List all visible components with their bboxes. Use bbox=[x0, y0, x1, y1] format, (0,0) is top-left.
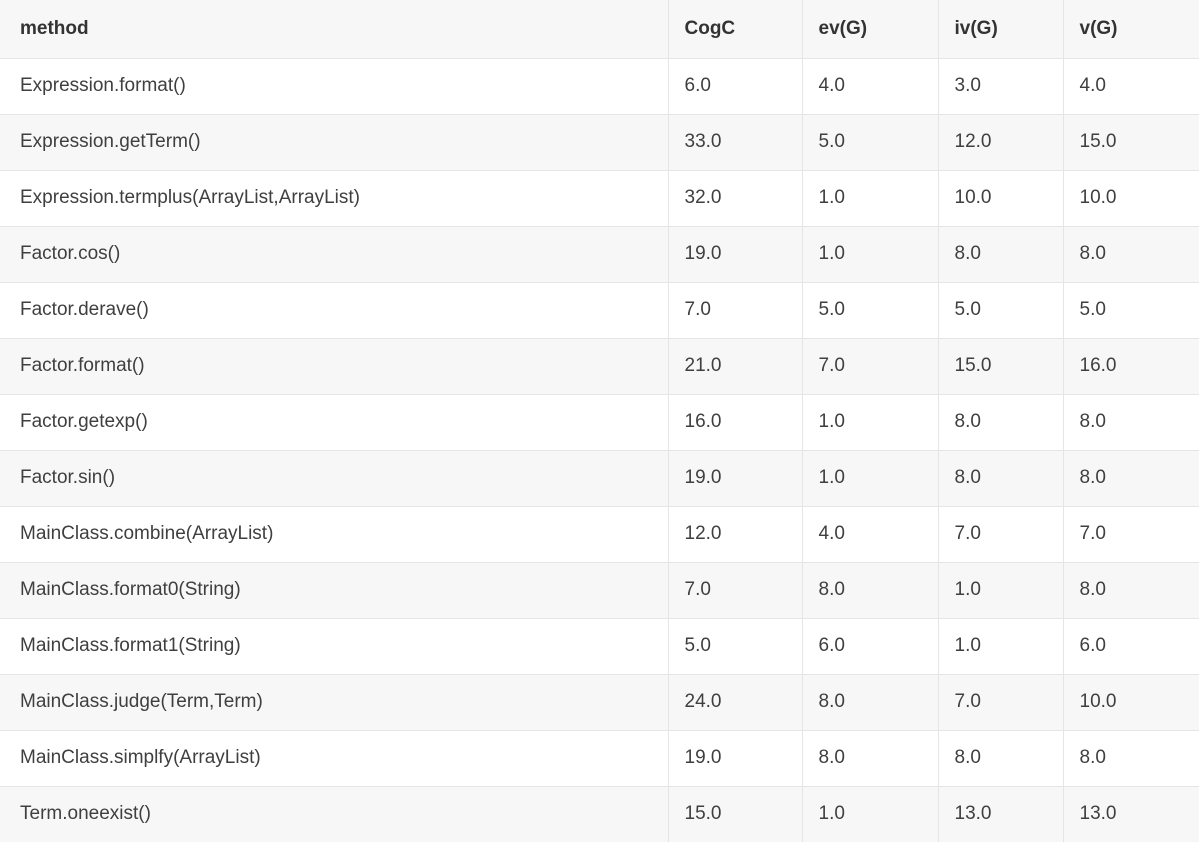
table-row: Expression.format() 6.0 4.0 3.0 4.0 bbox=[0, 57, 1199, 114]
value-cell: 8.0 bbox=[1063, 449, 1199, 506]
value-cell: 8.0 bbox=[802, 561, 939, 618]
value-cell: 16.0 bbox=[668, 393, 803, 450]
value-cell: 19.0 bbox=[668, 225, 803, 282]
value-cell: 8.0 bbox=[938, 225, 1064, 282]
table-row: Expression.termplus(ArrayList,ArrayList)… bbox=[0, 169, 1199, 226]
column-header-vg: v(G) bbox=[1063, 0, 1199, 58]
value-cell: 8.0 bbox=[938, 449, 1064, 506]
value-cell: 13.0 bbox=[1063, 785, 1199, 842]
table-row: MainClass.simplfy(ArrayList) 19.0 8.0 8.0 8.… bbox=[0, 729, 1199, 786]
table-row: Term.oneexist() 15.0 1.0 13.0 13.0 bbox=[0, 785, 1199, 842]
method-cell: Factor.cos() bbox=[0, 225, 669, 282]
column-header-ivg: iv(G) bbox=[938, 0, 1064, 58]
value-cell: 15.0 bbox=[938, 337, 1064, 394]
value-cell: 8.0 bbox=[1063, 729, 1199, 786]
table-row: Factor.format() 21.0 7.0 15.0 16.0 bbox=[0, 337, 1199, 394]
value-cell: 7.0 bbox=[938, 673, 1064, 730]
value-cell: 4.0 bbox=[802, 57, 939, 114]
value-cell: 8.0 bbox=[1063, 393, 1199, 450]
value-cell: 33.0 bbox=[668, 113, 803, 170]
table-row: Factor.derave() 7.0 5.0 5.0 5.0 bbox=[0, 281, 1199, 338]
table-row: MainClass.format0(String) 7.0 8.0 1.0 8.0 bbox=[0, 561, 1199, 618]
table-row: Factor.cos() 19.0 1.0 8.0 8.0 bbox=[0, 225, 1199, 282]
method-cell: Expression.termplus(ArrayList,ArrayList) bbox=[0, 169, 669, 226]
value-cell: 7.0 bbox=[668, 281, 803, 338]
method-cell: Factor.derave() bbox=[0, 281, 669, 338]
value-cell: 4.0 bbox=[1063, 57, 1199, 114]
value-cell: 7.0 bbox=[668, 561, 803, 618]
table-row: MainClass.format1(String) 5.0 6.0 1.0 6.0 bbox=[0, 617, 1199, 674]
value-cell: 6.0 bbox=[668, 57, 803, 114]
value-cell: 10.0 bbox=[1063, 673, 1199, 730]
value-cell: 1.0 bbox=[802, 169, 939, 226]
value-cell: 1.0 bbox=[802, 393, 939, 450]
value-cell: 16.0 bbox=[1063, 337, 1199, 394]
value-cell: 10.0 bbox=[1063, 169, 1199, 226]
column-header-cogc: CogC bbox=[668, 0, 803, 58]
method-cell: MainClass.combine(ArrayList) bbox=[0, 505, 669, 562]
method-cell: MainClass.format1(String) bbox=[0, 617, 669, 674]
header-row: method CogC ev(G) iv(G) v(G) bbox=[0, 0, 1199, 58]
value-cell: 15.0 bbox=[668, 785, 803, 842]
method-cell: Factor.getexp() bbox=[0, 393, 669, 450]
value-cell: 12.0 bbox=[938, 113, 1064, 170]
value-cell: 8.0 bbox=[1063, 225, 1199, 282]
value-cell: 1.0 bbox=[938, 617, 1064, 674]
table-body: Expression.format() 6.0 4.0 3.0 4.0 Expressio… bbox=[0, 57, 1199, 842]
value-cell: 5.0 bbox=[802, 113, 939, 170]
value-cell: 8.0 bbox=[802, 673, 939, 730]
value-cell: 15.0 bbox=[1063, 113, 1199, 170]
value-cell: 5.0 bbox=[938, 281, 1064, 338]
value-cell: 10.0 bbox=[938, 169, 1064, 226]
value-cell: 8.0 bbox=[1063, 561, 1199, 618]
value-cell: 1.0 bbox=[802, 225, 939, 282]
value-cell: 7.0 bbox=[1063, 505, 1199, 562]
method-cell: MainClass.simplfy(ArrayList) bbox=[0, 729, 669, 786]
value-cell: 8.0 bbox=[802, 729, 939, 786]
method-cell: Expression.getTerm() bbox=[0, 113, 669, 170]
method-cell: Factor.format() bbox=[0, 337, 669, 394]
value-cell: 1.0 bbox=[938, 561, 1064, 618]
table-row: Factor.sin() 19.0 1.0 8.0 8.0 bbox=[0, 449, 1199, 506]
value-cell: 5.0 bbox=[1063, 281, 1199, 338]
value-cell: 32.0 bbox=[668, 169, 803, 226]
table-row: MainClass.judge(Term,Term) 24.0 8.0 7.0 10.0 bbox=[0, 673, 1199, 730]
value-cell: 19.0 bbox=[668, 449, 803, 506]
table-row: MainClass.combine(ArrayList) 12.0 4.0 7.0 7.… bbox=[0, 505, 1199, 562]
value-cell: 3.0 bbox=[938, 57, 1064, 114]
value-cell: 8.0 bbox=[938, 393, 1064, 450]
value-cell: 7.0 bbox=[938, 505, 1064, 562]
method-cell: Expression.format() bbox=[0, 57, 669, 114]
method-cell: Term.oneexist() bbox=[0, 785, 669, 842]
value-cell: 13.0 bbox=[938, 785, 1064, 842]
table-header: method CogC ev(G) iv(G) v(G) bbox=[0, 0, 1199, 58]
value-cell: 1.0 bbox=[802, 449, 939, 506]
value-cell: 5.0 bbox=[802, 281, 939, 338]
value-cell: 6.0 bbox=[1063, 617, 1199, 674]
column-header-evg: ev(G) bbox=[802, 0, 939, 58]
value-cell: 24.0 bbox=[668, 673, 803, 730]
value-cell: 21.0 bbox=[668, 337, 803, 394]
value-cell: 6.0 bbox=[802, 617, 939, 674]
value-cell: 5.0 bbox=[668, 617, 803, 674]
table-row: Factor.getexp() 16.0 1.0 8.0 8.0 bbox=[0, 393, 1199, 450]
column-header-method: method bbox=[0, 0, 669, 58]
value-cell: 1.0 bbox=[802, 785, 939, 842]
method-cell: Factor.sin() bbox=[0, 449, 669, 506]
value-cell: 7.0 bbox=[802, 337, 939, 394]
value-cell: 12.0 bbox=[668, 505, 803, 562]
method-cell: MainClass.judge(Term,Term) bbox=[0, 673, 669, 730]
table-row: Expression.getTerm() 33.0 5.0 12.0 15.0 bbox=[0, 113, 1199, 170]
value-cell: 19.0 bbox=[668, 729, 803, 786]
value-cell: 4.0 bbox=[802, 505, 939, 562]
value-cell: 8.0 bbox=[938, 729, 1064, 786]
method-cell: MainClass.format0(String) bbox=[0, 561, 669, 618]
